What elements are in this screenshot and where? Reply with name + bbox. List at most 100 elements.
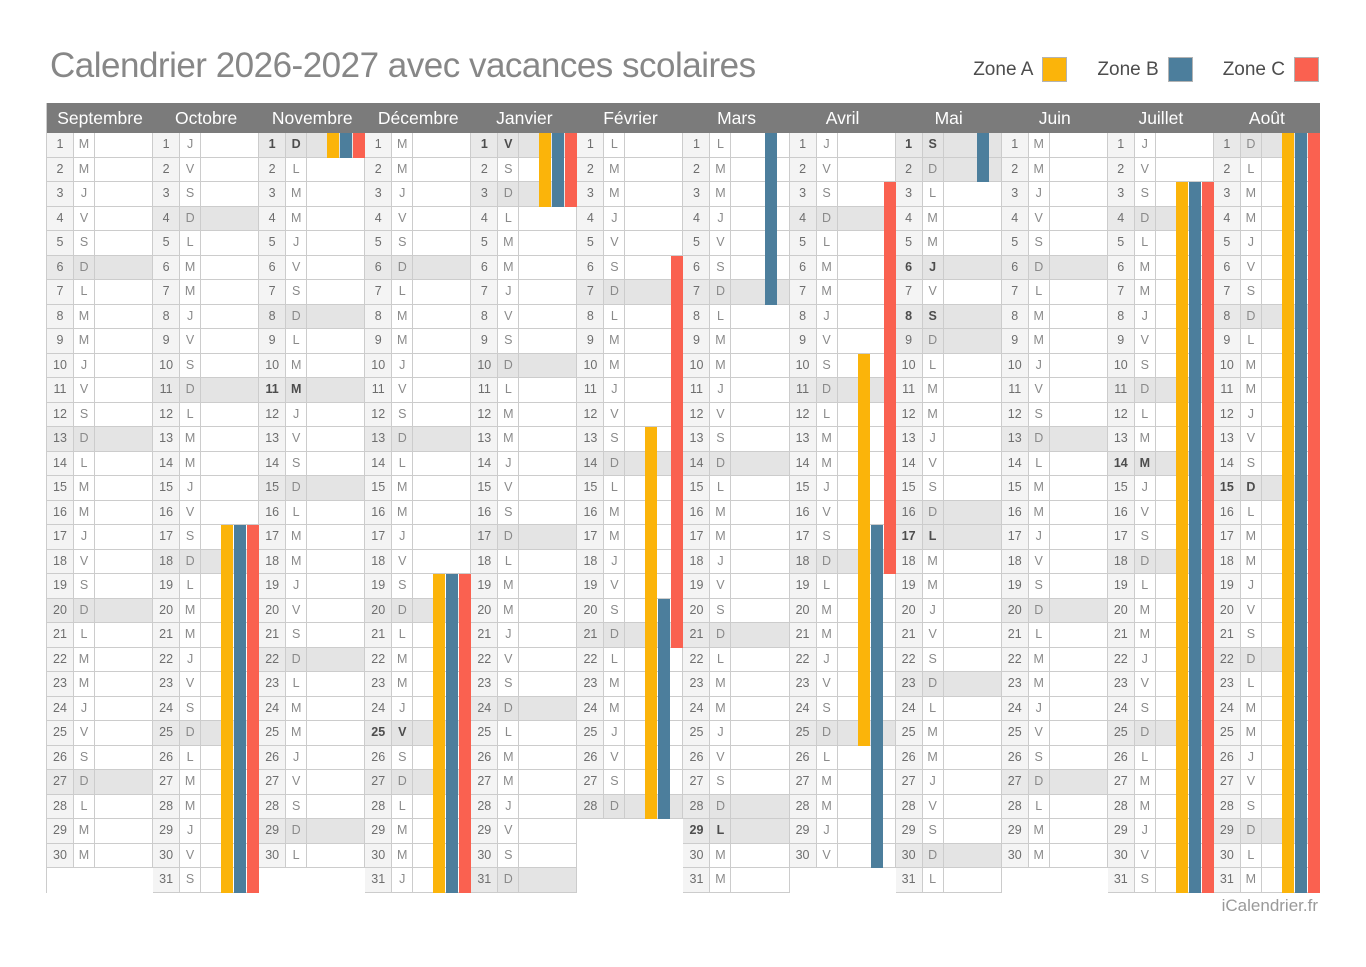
day-letter: L [180,402,202,427]
day-vacation-track [95,133,154,158]
day-row: 22 M [47,647,154,672]
day-letter: L [604,304,626,329]
day-vacation-track [731,794,790,819]
day-letter: M [1134,598,1156,623]
day-letter: L [286,329,308,354]
day-number: 24 [683,696,711,721]
day-row: 28 D [683,794,790,819]
day-number: 19 [683,574,711,599]
day-letter: M [922,231,944,256]
day-vacation-track [95,500,154,525]
day-row: 14 L [365,451,472,476]
day-letter: V [392,378,414,403]
day-number: 19 [259,574,287,599]
day-letter: V [816,329,838,354]
day-vacation-track [95,598,154,623]
day-letter: V [498,476,520,501]
day-letter: L [180,231,202,256]
day-vacation-track [95,206,154,231]
day-number: 17 [1213,525,1241,550]
day-letter: D [816,378,838,403]
day-letter: S [922,819,944,844]
day-vacation-track [731,329,790,354]
day-number: 27 [895,770,923,795]
day-number: 4 [789,206,817,231]
day-number: 18 [153,549,181,574]
day-number: 7 [1107,280,1135,305]
day-vacation-track [943,696,1002,721]
day-vacation-track [731,231,790,256]
day-letter: J [1134,819,1156,844]
day-letter: V [1134,500,1156,525]
day-number: 12 [1213,402,1241,427]
day-number: 22 [683,647,711,672]
day-letter: S [710,598,732,623]
day-letter: D [74,770,95,795]
day-vacation-track [943,329,1002,354]
day-vacation-track [201,402,260,427]
day-letter: S [1134,525,1156,550]
day-letter: V [816,157,838,182]
day-letter: L [1028,794,1050,819]
day-row: 25 L [471,721,578,746]
day-vacation-track [837,157,896,182]
day-row: 12 S [365,402,472,427]
day-vacation-track [731,500,790,525]
day-number: 24 [471,696,499,721]
day-letter: J [816,133,838,158]
day-letter: J [498,623,520,648]
day-vacation-track [731,598,790,623]
day-number: 9 [789,329,817,354]
day-letter: M [1240,549,1262,574]
day-row: 13 M [789,427,896,452]
day-number: 27 [365,770,393,795]
day-number: 15 [47,476,74,501]
day-number: 4 [153,206,181,231]
day-letter: L [1134,574,1156,599]
day-row: 12 J [259,402,366,427]
day-letter: L [74,451,95,476]
day-number: 20 [47,598,74,623]
day-number: 28 [365,794,393,819]
day-vacation-track [413,255,472,280]
day-vacation-track [943,770,1002,795]
day-number: 23 [1107,672,1135,697]
day-letter: V [922,794,944,819]
day-vacation-track [943,500,1002,525]
day-letter: D [498,182,520,207]
day-letter: M [392,157,414,182]
day-vacation-track [943,819,1002,844]
day-vacation-track [943,304,1002,329]
day-number: 12 [789,402,817,427]
day-letter: S [498,672,520,697]
day-row: 18 M [259,549,366,574]
day-number: 9 [365,329,393,354]
day-row: 20 J [895,598,1002,623]
day-letter: M [74,476,95,501]
day-letter: J [392,525,414,550]
day-letter: D [922,157,944,182]
day-row: 15 V [471,476,578,501]
day-letter: J [922,255,944,280]
day-letter: M [1134,427,1156,452]
month-header: Mai [895,103,1002,133]
day-row: 25 M [259,721,366,746]
day-number: 3 [1001,182,1029,207]
day-row: 20 D [47,598,154,623]
day-number: 4 [47,206,74,231]
day-number: 20 [789,598,817,623]
day-vacation-track [95,402,154,427]
day-number: 30 [1213,843,1241,868]
day-row: 14 L [47,451,154,476]
day-vacation-track [1049,647,1108,672]
day-number: 17 [683,525,711,550]
day-row: 16 M [683,500,790,525]
